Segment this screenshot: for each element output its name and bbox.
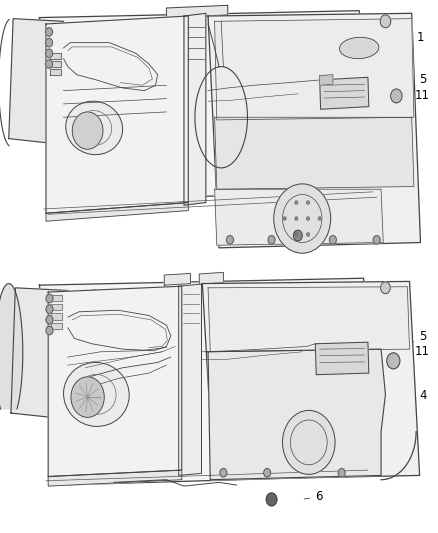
- Polygon shape: [166, 5, 228, 18]
- Polygon shape: [184, 13, 206, 205]
- Text: 5: 5: [412, 330, 426, 343]
- Circle shape: [46, 60, 53, 68]
- Text: 3: 3: [303, 217, 319, 230]
- Circle shape: [46, 305, 53, 313]
- Polygon shape: [315, 342, 369, 375]
- Circle shape: [71, 377, 104, 417]
- Circle shape: [318, 217, 321, 220]
- Text: 11: 11: [407, 345, 430, 358]
- Text: 4: 4: [412, 389, 427, 402]
- Circle shape: [46, 38, 53, 47]
- Polygon shape: [39, 11, 381, 200]
- Circle shape: [307, 233, 309, 236]
- Polygon shape: [51, 304, 62, 310]
- Circle shape: [373, 236, 380, 244]
- Polygon shape: [50, 69, 61, 75]
- Polygon shape: [215, 117, 414, 189]
- Polygon shape: [208, 287, 410, 352]
- Polygon shape: [46, 16, 188, 213]
- Text: 11: 11: [407, 90, 430, 102]
- Polygon shape: [39, 278, 381, 485]
- Circle shape: [387, 353, 400, 369]
- Circle shape: [283, 217, 286, 220]
- Circle shape: [307, 201, 309, 204]
- Ellipse shape: [64, 362, 129, 426]
- Circle shape: [307, 217, 309, 220]
- Circle shape: [46, 326, 53, 335]
- Polygon shape: [199, 272, 223, 284]
- Circle shape: [293, 230, 302, 241]
- Circle shape: [72, 112, 103, 149]
- Circle shape: [46, 49, 53, 58]
- Polygon shape: [50, 61, 61, 67]
- Text: 7: 7: [188, 148, 199, 163]
- Polygon shape: [11, 288, 68, 418]
- Polygon shape: [215, 19, 414, 120]
- Circle shape: [220, 469, 227, 477]
- Polygon shape: [48, 470, 182, 486]
- Circle shape: [295, 201, 298, 204]
- Polygon shape: [0, 284, 23, 409]
- Polygon shape: [215, 189, 383, 245]
- Text: 1: 1: [405, 31, 424, 49]
- Circle shape: [46, 28, 53, 36]
- Polygon shape: [51, 313, 62, 320]
- Circle shape: [329, 236, 336, 244]
- Polygon shape: [208, 349, 385, 480]
- Text: 1: 1: [147, 23, 159, 45]
- Polygon shape: [9, 19, 64, 144]
- Polygon shape: [164, 273, 191, 285]
- Circle shape: [274, 184, 331, 253]
- Circle shape: [268, 236, 275, 244]
- Circle shape: [226, 236, 233, 244]
- Text: 7: 7: [180, 368, 188, 381]
- Polygon shape: [48, 286, 182, 477]
- Ellipse shape: [66, 101, 123, 155]
- Circle shape: [266, 493, 277, 506]
- Ellipse shape: [339, 37, 379, 59]
- Polygon shape: [208, 13, 420, 248]
- Circle shape: [391, 89, 402, 103]
- Polygon shape: [202, 281, 420, 480]
- Polygon shape: [51, 295, 62, 301]
- Circle shape: [283, 410, 335, 474]
- Polygon shape: [320, 75, 333, 85]
- Text: 8: 8: [91, 288, 107, 302]
- Text: 12: 12: [231, 47, 246, 63]
- Circle shape: [264, 469, 271, 477]
- Text: 5: 5: [412, 74, 426, 86]
- Polygon shape: [179, 284, 201, 475]
- Circle shape: [46, 294, 53, 303]
- Polygon shape: [46, 203, 188, 221]
- Circle shape: [381, 282, 390, 294]
- Text: 6: 6: [304, 490, 323, 503]
- Polygon shape: [320, 77, 369, 109]
- Polygon shape: [51, 323, 62, 329]
- Circle shape: [295, 233, 298, 236]
- Text: 8: 8: [73, 47, 86, 64]
- Circle shape: [295, 217, 298, 220]
- Circle shape: [338, 469, 345, 477]
- Circle shape: [46, 316, 53, 324]
- Polygon shape: [50, 53, 61, 59]
- Circle shape: [380, 15, 391, 28]
